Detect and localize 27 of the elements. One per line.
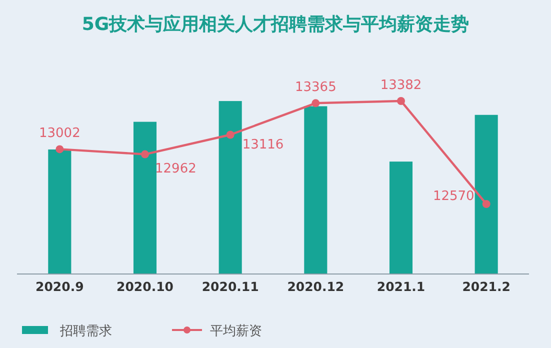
chart-title: 5G技术与应用相关人才招聘需求与平均薪资走势 <box>82 14 470 35</box>
point <box>226 130 234 139</box>
point <box>397 97 405 105</box>
bar <box>48 149 72 274</box>
data-label: 13116 <box>242 138 284 153</box>
bar <box>389 162 413 274</box>
legend-label: 平均薪资 <box>210 324 262 339</box>
data-label: 12962 <box>155 161 196 176</box>
data-label: 13002 <box>38 126 80 142</box>
data-label: 13365 <box>294 80 336 96</box>
x-tick-label: 2021.2 <box>462 279 510 294</box>
point <box>312 99 320 108</box>
x-tick-label: 2021.1 <box>376 279 426 294</box>
bar <box>133 122 157 274</box>
point <box>141 150 149 158</box>
data-label: 13382 <box>380 78 422 93</box>
bar <box>474 114 498 274</box>
bar <box>218 101 242 274</box>
point <box>482 200 490 208</box>
x-tick-label: 2020.12 <box>287 279 344 294</box>
legend-label: 招聘需求 <box>59 324 112 339</box>
x-tick-label: 2020.11 <box>202 279 259 294</box>
point <box>56 145 64 154</box>
x-tick-label: 2020.9 <box>36 279 84 294</box>
data-label: 12570 <box>432 189 474 204</box>
bar <box>304 106 328 274</box>
x-tick-label: 2020.10 <box>116 279 174 294</box>
